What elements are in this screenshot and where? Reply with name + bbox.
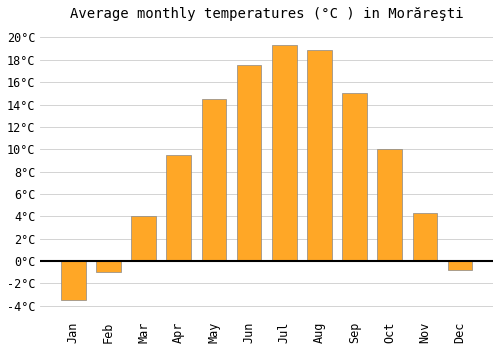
- Bar: [202, 99, 226, 261]
- Bar: [166, 155, 191, 261]
- Bar: [131, 216, 156, 261]
- Bar: [448, 261, 472, 270]
- Bar: [342, 93, 367, 261]
- Bar: [237, 65, 262, 261]
- Bar: [272, 45, 296, 261]
- Title: Average monthly temperatures (°C ) in Morăreşti: Average monthly temperatures (°C ) in Mo…: [70, 7, 464, 21]
- Bar: [412, 213, 438, 261]
- Bar: [96, 261, 120, 272]
- Bar: [307, 50, 332, 261]
- Bar: [61, 261, 86, 300]
- Bar: [378, 149, 402, 261]
